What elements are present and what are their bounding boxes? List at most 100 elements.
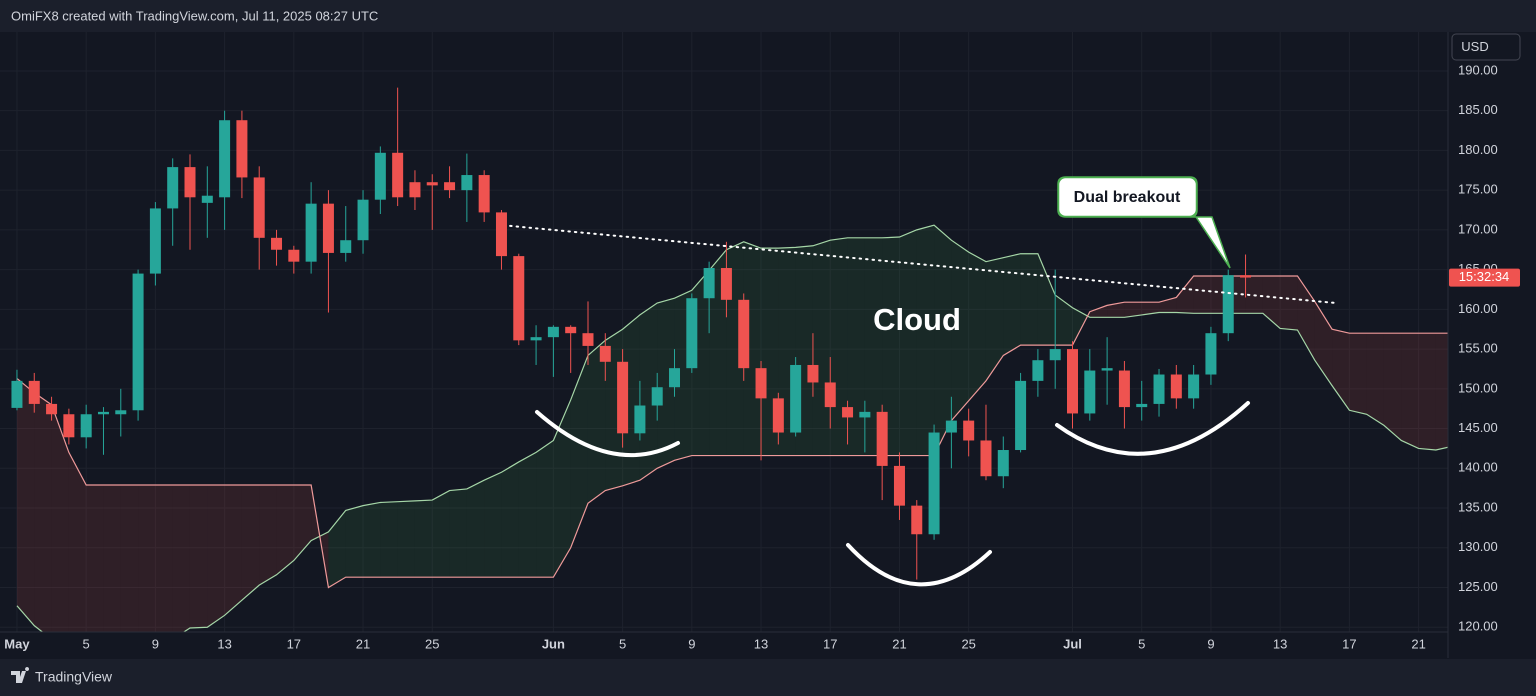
cloud-area: [639, 302, 658, 481]
x-tick-label: 13: [1273, 636, 1287, 651]
y-tick-label: 135.00: [1458, 499, 1498, 514]
cloud-area: [916, 225, 935, 456]
cloud-area: [138, 484, 156, 632]
cloud-area: [864, 237, 883, 456]
candle-body: [63, 414, 75, 438]
price-label: [1449, 268, 1520, 287]
candle-body: [859, 411, 871, 418]
candle-body: [46, 403, 58, 415]
cloud-area: [414, 500, 433, 578]
cloud-area: [120, 484, 139, 632]
header-bar: [0, 0, 1536, 32]
candle-body: [322, 203, 334, 253]
candle-body: [634, 405, 646, 434]
x-tick-label: 25: [961, 636, 975, 651]
cloud-area: [968, 252, 986, 401]
y-tick-label: 150.00: [1458, 380, 1498, 395]
y-tick-label: 180.00: [1458, 142, 1498, 157]
cloud-area: [68, 452, 87, 632]
candle-body: [824, 382, 836, 408]
axes: 120.00 125.00 130.00 135.00 140.00 145.00 150.…: [4, 62, 1520, 651]
cloud-area: [1366, 333, 1384, 426]
cloud-area: [934, 225, 952, 456]
cloud-area: [86, 484, 104, 632]
y-tick-label: 185.00: [1458, 102, 1498, 117]
candle-body: [357, 199, 369, 241]
candle-body: [1205, 333, 1217, 375]
cloud-area: [259, 484, 277, 586]
candle-body: [167, 167, 179, 209]
cloud-area: [155, 484, 173, 632]
candle-body: [842, 407, 854, 418]
cloud-area: [1107, 302, 1125, 318]
candle-body: [530, 337, 542, 341]
candle-body: [115, 410, 127, 415]
candle-body: [271, 237, 283, 250]
candle-body: [1032, 360, 1044, 381]
candle-body: [599, 345, 611, 362]
candle-body: [565, 326, 577, 334]
candle-body: [1153, 374, 1165, 404]
candle-body: [253, 177, 265, 238]
candle-body: [444, 182, 456, 191]
pattern-arc: [1055, 401, 1250, 456]
candle-body: [513, 256, 525, 341]
y-tick-label: 170.00: [1458, 221, 1498, 236]
y-tick-label: 145.00: [1458, 420, 1498, 435]
candle-body: [876, 411, 888, 466]
x-tick-label: Jun: [542, 636, 565, 651]
x-tick-label: 25: [425, 636, 439, 651]
candle-body: [288, 249, 300, 262]
x-tick-label: 17: [823, 636, 837, 651]
candle-body: [236, 120, 248, 178]
cloud-area: [484, 472, 502, 578]
candle-body: [374, 152, 386, 200]
candle-body: [963, 420, 975, 441]
x-tick-label: 9: [688, 636, 695, 651]
cloud-area: [1332, 329, 1350, 411]
cloud-area: [812, 240, 831, 456]
candle-body: [738, 299, 750, 369]
cloud-area: [570, 355, 588, 548]
candle-body: [928, 432, 940, 535]
x-tick-label: 5: [619, 636, 626, 651]
candle-body: [1118, 370, 1130, 408]
candle-body: [547, 326, 559, 338]
candle-body: [720, 268, 732, 300]
x-tick-label: 21: [356, 636, 370, 651]
candle-body: [461, 175, 473, 191]
y-tick-label: 140.00: [1458, 460, 1498, 475]
cloud-area: [1193, 275, 1211, 314]
annotation: Dual breakout: [1074, 189, 1181, 206]
candle-body: [911, 505, 923, 535]
x-tick-label: 17: [1342, 636, 1356, 651]
candle-body: [1084, 370, 1096, 414]
candle-body: [11, 380, 23, 408]
cloud-area: [449, 488, 467, 578]
cloud-area: [345, 505, 364, 578]
footer-text: TradingView: [35, 669, 113, 685]
cloud-area: [985, 257, 1004, 381]
cloud-area: [830, 237, 848, 456]
cloud-area: [518, 452, 537, 578]
cloud-area: [622, 314, 640, 486]
candle-body: [201, 195, 213, 203]
cloud-area: [1280, 275, 1298, 331]
cloud-area: [1435, 333, 1448, 451]
candle-body: [755, 368, 767, 399]
candle-body: [219, 120, 231, 198]
x-tick-label: 13: [754, 636, 768, 651]
candle-body: [997, 450, 1009, 477]
x-tick-label: 9: [1207, 636, 1214, 651]
x-tick-label: Jul: [1063, 636, 1082, 651]
cloud-area: [466, 480, 485, 578]
candle-body: [97, 411, 109, 415]
logo: [11, 667, 30, 683]
candle-body: [1240, 275, 1252, 278]
x-tick-label: 9: [152, 636, 159, 651]
y-tick-label: 155.00: [1458, 341, 1498, 356]
candle-body: [1136, 403, 1148, 408]
cloud-area: [1418, 333, 1436, 451]
cloud-area: [432, 490, 450, 578]
